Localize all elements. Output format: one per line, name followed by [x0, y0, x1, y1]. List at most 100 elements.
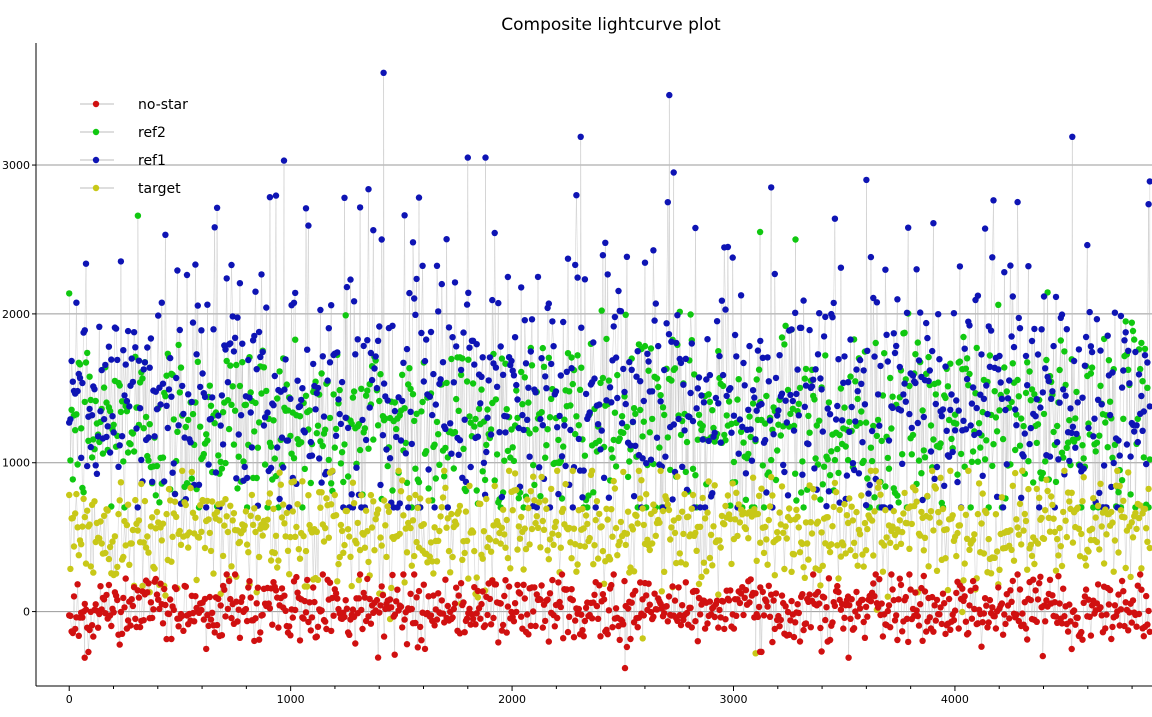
connector-segment [1032, 394, 1035, 483]
point-ref2 [1072, 415, 1079, 422]
point-ref1 [296, 403, 304, 410]
connector-segment [204, 598, 207, 649]
point-ref1 [451, 279, 459, 286]
point-ref2 [630, 405, 638, 412]
connector-segment [1103, 586, 1106, 629]
connector-segment [572, 470, 575, 529]
point-ref2 [267, 443, 275, 450]
point-ref1 [138, 456, 145, 464]
point-ref2 [645, 367, 652, 374]
point-ref2 [867, 444, 875, 451]
connector-segment [465, 511, 468, 541]
connector-segment [362, 432, 365, 495]
connector-segment [306, 495, 309, 587]
connector-segment [650, 513, 653, 544]
point-ref2 [975, 420, 983, 427]
point-ref1 [425, 466, 432, 473]
connector-segment [455, 346, 458, 438]
connector-segment [991, 444, 994, 466]
connector-segment [1102, 512, 1105, 564]
point-ref1 [335, 396, 342, 403]
point-ref2 [120, 458, 127, 465]
point-ref2 [364, 387, 371, 394]
connector-segment [250, 597, 253, 621]
point-ref2 [481, 476, 489, 484]
point-ref2 [298, 439, 305, 446]
connector-segment [863, 370, 866, 405]
point-ref1 [548, 360, 555, 368]
point-ref2 [777, 432, 784, 439]
connector-segment [502, 595, 505, 625]
connector-segment [626, 256, 629, 443]
connector-segment [627, 511, 630, 573]
connector-segment [72, 518, 75, 547]
point-ref1 [598, 427, 605, 434]
point-ref1 [314, 384, 322, 392]
connector-segment [177, 533, 179, 589]
point-ref2 [479, 468, 486, 475]
point-ref2 [695, 411, 703, 418]
connector-segment [981, 622, 984, 647]
connector-segment [1078, 349, 1081, 466]
point-ref1 [342, 414, 349, 421]
point-ref1 [617, 308, 625, 315]
connector-segment [532, 476, 535, 501]
connector-segment [522, 584, 524, 629]
point-ref1 [223, 275, 230, 282]
point-ref1 [521, 317, 528, 324]
connector-segment [770, 187, 773, 508]
connector-segment [232, 316, 235, 352]
connector-segment [418, 197, 421, 508]
connector-segment [119, 611, 122, 645]
connector-segment [523, 377, 526, 508]
connector-segment [68, 293, 71, 461]
connector-segment [327, 328, 330, 381]
point-ref1 [217, 422, 224, 429]
point-ref2 [968, 458, 976, 465]
connector-segment [433, 527, 435, 574]
point-ref2 [271, 455, 278, 462]
connector-segment [776, 424, 779, 451]
connector-segment [392, 325, 395, 508]
connector-segment [622, 368, 625, 392]
connector-segment [839, 509, 842, 557]
point-ref2 [763, 392, 770, 400]
point-ref2 [538, 409, 545, 416]
connector-segment [976, 514, 979, 579]
connector-segment [525, 430, 528, 497]
point-ref2 [242, 401, 250, 408]
point-ref1 [606, 384, 614, 391]
point-ref1 [203, 504, 210, 511]
connector-segment [390, 537, 393, 588]
connector-segment [895, 404, 898, 496]
connector-segment [917, 360, 920, 423]
connector-segment [588, 414, 591, 496]
connector-segment [386, 506, 389, 557]
point-ref1 [376, 323, 383, 330]
connector-segment [614, 488, 617, 529]
connector-segment [314, 529, 316, 579]
point-ref1 [294, 377, 301, 384]
point-ref2 [871, 494, 878, 501]
point-ref2 [462, 487, 470, 495]
point-ref1 [412, 311, 419, 318]
connector-segment [196, 536, 199, 580]
connector-segment [723, 247, 726, 310]
connector-segment [377, 400, 380, 426]
point-ref2 [956, 358, 964, 365]
point-ref2 [253, 474, 260, 482]
point-ref1 [120, 347, 127, 354]
point-ref1 [164, 424, 171, 432]
point-ref1 [432, 401, 439, 408]
point-ref1 [373, 384, 381, 392]
connector-segment [175, 516, 178, 589]
connector-segment [1020, 454, 1023, 498]
point-ref2 [207, 402, 215, 409]
connector-segment [633, 445, 636, 497]
connector-segment [321, 574, 324, 611]
connector-segment [824, 316, 827, 507]
point-ref1 [121, 392, 128, 399]
connector-segment [219, 520, 222, 594]
point-ref2 [568, 354, 575, 361]
point-ref2 [1106, 398, 1114, 405]
